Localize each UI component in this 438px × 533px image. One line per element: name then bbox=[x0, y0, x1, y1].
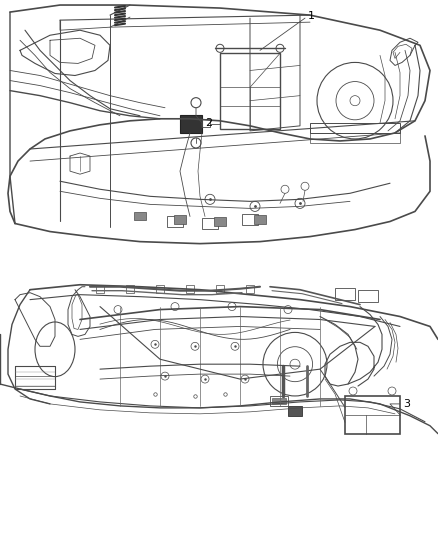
Bar bbox=[202, 219, 218, 229]
Bar bbox=[202, 119, 210, 127]
Bar bbox=[335, 288, 355, 300]
Bar bbox=[310, 133, 400, 143]
Bar bbox=[345, 396, 400, 434]
Bar bbox=[126, 285, 134, 293]
Text: 2: 2 bbox=[205, 118, 212, 128]
Bar bbox=[246, 285, 254, 293]
Bar bbox=[242, 214, 258, 224]
Text: 1: 1 bbox=[308, 11, 315, 21]
Bar bbox=[358, 290, 378, 302]
Bar bbox=[254, 215, 266, 223]
Bar bbox=[214, 217, 226, 225]
Bar bbox=[220, 53, 280, 129]
Bar bbox=[167, 216, 183, 227]
Text: 3: 3 bbox=[403, 399, 410, 409]
Bar bbox=[156, 285, 164, 293]
Bar bbox=[180, 115, 202, 133]
Bar bbox=[186, 285, 194, 293]
Bar bbox=[96, 285, 104, 293]
Bar bbox=[310, 123, 400, 133]
Bar bbox=[216, 285, 224, 293]
Bar bbox=[288, 406, 302, 416]
Bar bbox=[134, 213, 146, 221]
Bar bbox=[174, 215, 186, 223]
Bar bbox=[272, 398, 286, 404]
Bar bbox=[270, 396, 288, 406]
